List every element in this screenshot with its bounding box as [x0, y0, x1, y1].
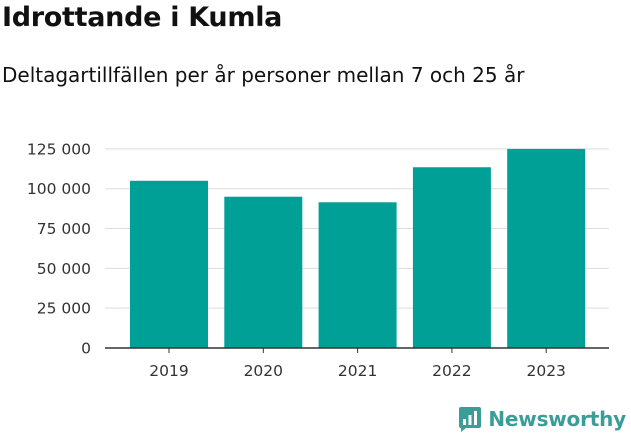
x-tick-label: 2021	[338, 362, 377, 380]
chart-subtitle: Deltagartillfällen per år personer mella…	[2, 63, 525, 87]
bar	[412, 167, 491, 348]
bar	[318, 202, 397, 348]
y-tick-label: 125 000	[27, 140, 91, 158]
x-tick-label: 2022	[432, 362, 471, 380]
bar	[130, 180, 208, 348]
y-tick-label: 25 000	[37, 300, 91, 318]
newsworthy-logo-icon	[459, 407, 482, 432]
brand-name: Newsworthy	[488, 407, 626, 431]
bar	[224, 196, 303, 348]
y-tick-label: 100 000	[27, 180, 91, 198]
x-tick-label: 2023	[526, 362, 565, 380]
bar	[507, 148, 586, 348]
y-tick-label: 0	[81, 340, 91, 358]
y-tick-label: 75 000	[37, 220, 91, 238]
chart-title: Idrottande i Kumla	[2, 2, 283, 33]
brand-logo: Newsworthy	[458, 406, 626, 432]
x-tick-label: 2020	[244, 362, 283, 380]
x-tick-label: 2019	[149, 362, 188, 380]
y-tick-label: 50 000	[37, 260, 91, 278]
